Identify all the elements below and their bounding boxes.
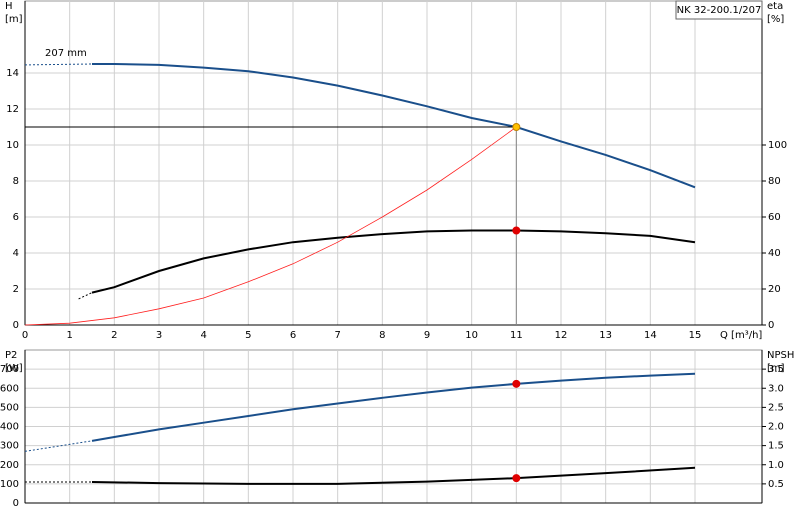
- y2-tick-label: 1.5: [768, 441, 784, 452]
- curve: [91, 372, 696, 442]
- y2-tick-label: 60: [768, 212, 781, 223]
- x-tick-label: 5: [245, 330, 251, 341]
- y2-tick-label: 1.0: [768, 460, 784, 471]
- y-axis-label: H: [5, 1, 13, 12]
- y-tick-label: 600: [0, 383, 19, 394]
- x-tick-label: 12: [555, 330, 568, 341]
- title-box: [675, 0, 763, 20]
- y-tick-label: 4: [13, 248, 19, 259]
- x-tick-label: 0: [22, 330, 28, 341]
- x-tick-label: 7: [334, 330, 340, 341]
- operating-point: [512, 474, 521, 483]
- x-tick-label: 4: [200, 330, 206, 341]
- x-tick-label: 14: [644, 330, 657, 341]
- y2-axis-unit: [%]: [767, 14, 784, 25]
- operating-point: [512, 123, 521, 131]
- y-tick-label: 500: [0, 402, 19, 413]
- x-tick-label: 10: [465, 330, 478, 341]
- x-axis-label: Q [m³/h]: [720, 330, 762, 341]
- y-axis-unit: [W]: [5, 363, 23, 374]
- curve-label: 207 mm: [45, 48, 87, 59]
- curve: [92, 63, 696, 189]
- y-axis-unit: [m]: [5, 14, 23, 25]
- y-tick-label: 12: [6, 104, 19, 115]
- curve: [24, 63, 93, 66]
- x-tick-label: 9: [424, 330, 430, 341]
- y2-tick-label: 2.0: [768, 422, 784, 433]
- x-tick-label: 3: [156, 330, 162, 341]
- y-tick-label: 10: [6, 140, 19, 151]
- chart-title: NK 32-200.1/207: [677, 5, 762, 16]
- y-tick-label: 700: [0, 364, 19, 375]
- y-tick-label: 14: [6, 68, 19, 79]
- y2-tick-label: 0.5: [768, 479, 784, 490]
- y2-axis-label: eta: [767, 1, 783, 12]
- y-tick-label: 0: [13, 320, 19, 331]
- y-tick-label: 300: [0, 441, 19, 452]
- y2-tick-label: 3.0: [768, 383, 784, 394]
- x-tick-label: 8: [379, 330, 385, 341]
- y-tick-label: 0: [13, 498, 19, 509]
- y-axis-label: P2: [5, 350, 17, 361]
- x-tick-label: 1: [66, 330, 72, 341]
- y2-tick-label: 100: [768, 140, 787, 151]
- y2-tick-label: 80: [768, 176, 781, 187]
- x-tick-label: 13: [599, 330, 612, 341]
- y-tick-label: 400: [0, 422, 19, 433]
- operating-point: [512, 379, 521, 388]
- curve: [91, 466, 696, 485]
- x-tick-label: 15: [689, 330, 702, 341]
- y-tick-label: 200: [0, 460, 19, 471]
- curve: [78, 292, 93, 300]
- y2-tick-label: 0: [768, 320, 774, 331]
- y-tick-label: 2: [13, 284, 19, 295]
- y-tick-label: 100: [0, 479, 19, 490]
- y2-axis-unit: [m]: [767, 363, 785, 374]
- y-tick-label: 6: [13, 212, 19, 223]
- y2-tick-label: 3.5: [768, 364, 784, 375]
- y2-tick-label: 2.5: [768, 402, 784, 413]
- y2-axis-label: NPSH: [767, 350, 794, 361]
- curve: [24, 126, 517, 326]
- x-tick-label: 11: [510, 330, 523, 341]
- curve: [91, 229, 696, 294]
- y-tick-label: 8: [13, 176, 19, 187]
- operating-point: [512, 226, 521, 235]
- x-tick-label: 2: [111, 330, 117, 341]
- y2-tick-label: 20: [768, 284, 781, 295]
- y2-tick-label: 40: [768, 248, 781, 259]
- x-tick-label: 6: [290, 330, 296, 341]
- curve: [24, 440, 93, 452]
